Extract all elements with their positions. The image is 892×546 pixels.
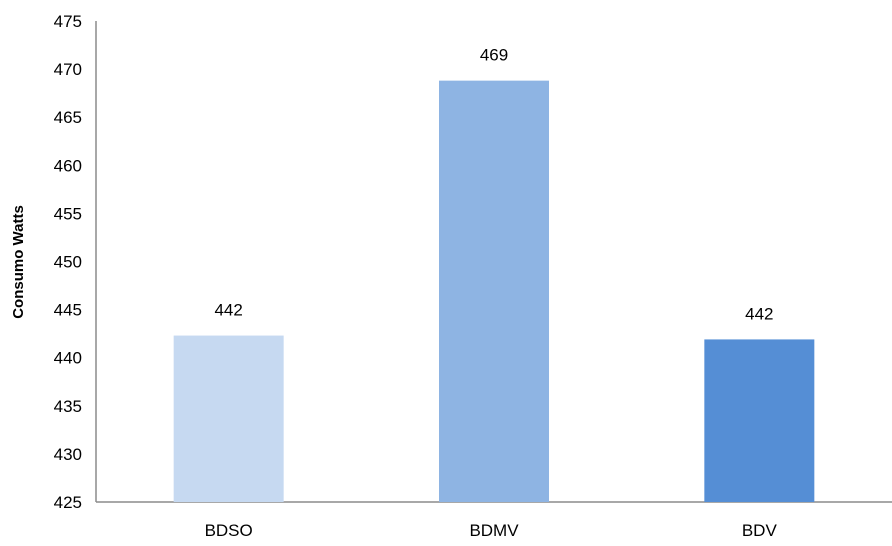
y-tick-label: 445: [54, 301, 82, 320]
data-label: 469: [480, 46, 508, 65]
data-label: 442: [214, 301, 242, 320]
y-tick-label: 465: [54, 108, 82, 127]
y-tick-label: 450: [54, 253, 82, 272]
bar-bdv: [704, 339, 815, 502]
y-tick-label: 425: [54, 493, 82, 512]
data-label: 442: [745, 304, 773, 323]
y-tick-labels: 425 430 435 440 445 450 455 460 465 470 475: [54, 12, 82, 512]
x-tick-label: BDSO: [205, 521, 253, 540]
y-tick-label: 440: [54, 349, 82, 368]
y-axis-title: Consumo Watts: [10, 205, 27, 319]
y-tick-label: 470: [54, 60, 82, 79]
x-tick-label: BDV: [742, 521, 778, 540]
y-tick-label: 430: [54, 445, 82, 464]
x-tick-label: BDMV: [469, 521, 519, 540]
data-labels: 442 469 442: [214, 46, 773, 324]
y-tick-label: 435: [54, 397, 82, 416]
y-tick-label: 475: [54, 12, 82, 31]
bar-bdmv: [439, 80, 549, 503]
x-tick-labels: BDSO BDMV BDV: [205, 521, 778, 540]
y-tick-label: 455: [54, 204, 82, 223]
y-axis: 425 430 435 440 445 450 455 460 465 470 475: [54, 12, 97, 512]
y-tick-label: 460: [54, 156, 82, 175]
bars: [173, 80, 815, 503]
bar-bdso: [173, 335, 284, 502]
